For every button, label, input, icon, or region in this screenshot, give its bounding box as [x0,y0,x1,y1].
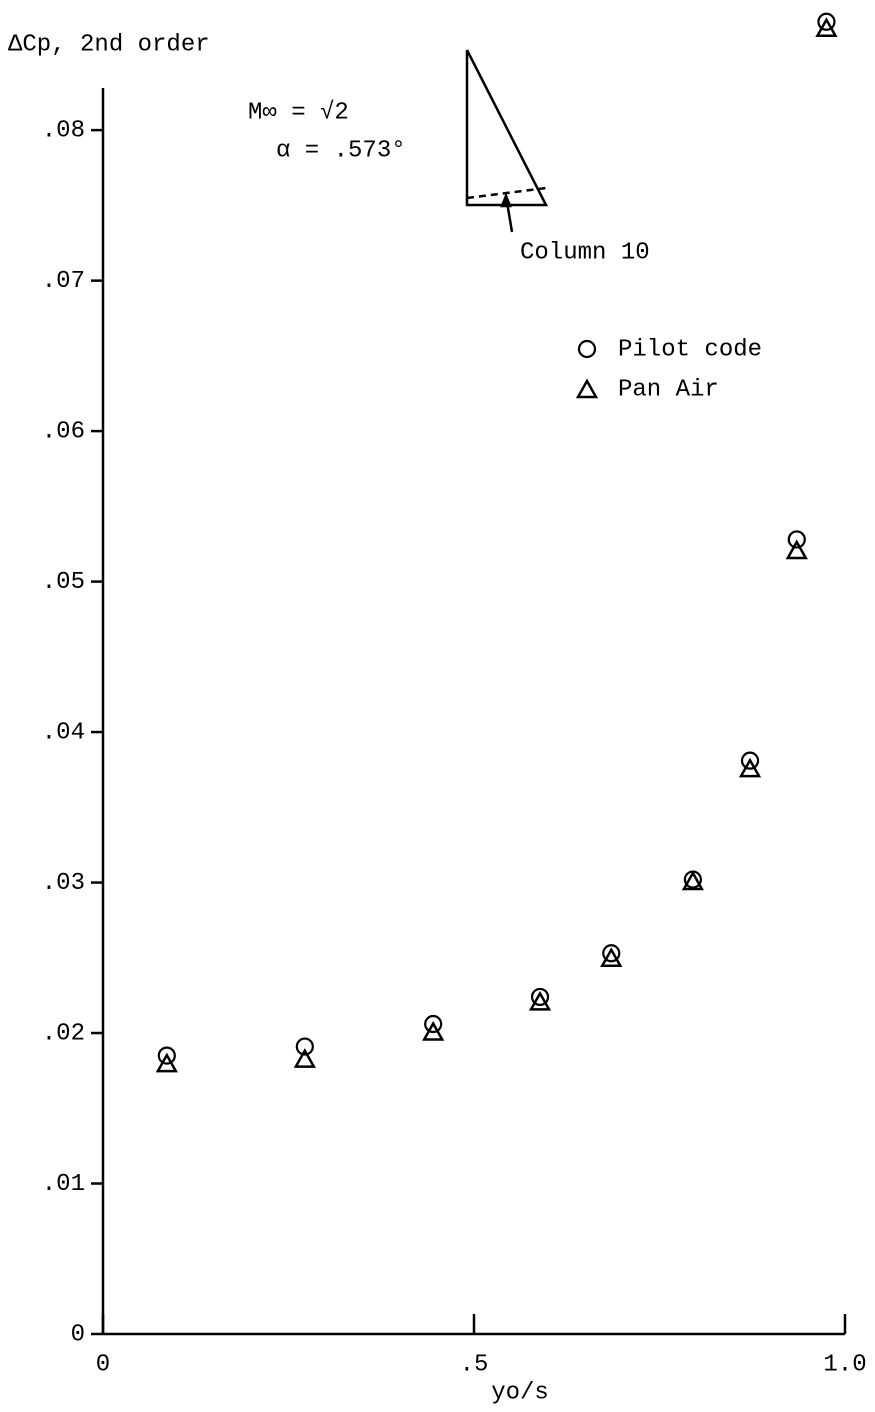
y-tick-label: .06 [42,418,85,445]
y-tick-label: .01 [42,1171,85,1198]
legend-symbol [577,339,597,359]
point [295,1037,314,1056]
x-tick-label: 1.0 [823,1351,866,1378]
y-tick-label: .03 [42,870,85,897]
annotation: M∞ = √2 [248,99,349,126]
annotation: Column 10 [520,239,650,266]
x-axis-label: yo/s [491,1379,549,1406]
y-tick-label: .05 [42,569,85,596]
point [600,947,623,968]
wing-inset [465,49,549,233]
point [817,12,836,31]
y-tick-label: .08 [42,117,85,144]
point [738,757,762,778]
y-tick-label: .07 [42,268,85,295]
point [157,1046,176,1065]
y-tick-label: .02 [42,1020,85,1047]
point [424,1014,443,1034]
x-tick-label: .5 [460,1351,489,1378]
y-tick-label: 0 [71,1321,85,1348]
point [528,990,552,1011]
point [422,1020,445,1041]
legend-symbol [575,378,599,399]
legend-label: Pilot code [618,336,762,363]
point [681,870,705,891]
point [740,751,760,770]
point [293,1048,316,1068]
x-tick-label: 0 [96,1351,110,1378]
y-axis-label: ΔCp, 2nd order [8,31,210,58]
point [155,1052,178,1073]
y-tick-label: .04 [42,719,85,746]
legend-label: Pan Air [618,376,719,403]
point [785,539,808,560]
point [815,17,838,38]
point [787,530,806,549]
annotation: α = .573° [276,137,406,164]
point [602,944,621,963]
point [530,987,550,1007]
